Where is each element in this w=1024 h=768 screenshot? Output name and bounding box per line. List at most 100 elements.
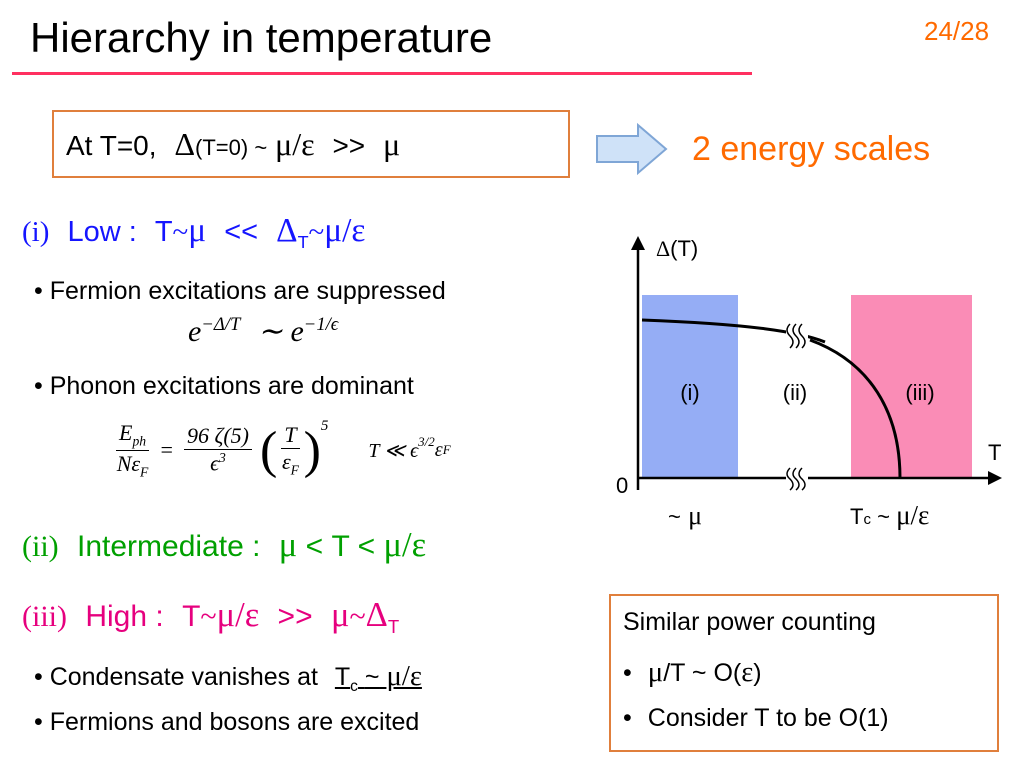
text: < <box>305 530 324 563</box>
text: ~ <box>349 600 366 633</box>
break-mark <box>786 323 806 349</box>
text: ~ <box>200 600 217 633</box>
text: μ <box>188 212 207 249</box>
text: ) <box>753 659 762 687</box>
diagram: Δ(T) T 0 (i) (ii) (iii) ~ μ Tc ~ μ/ε <box>616 236 1002 530</box>
text: Intermediate : <box>77 530 261 563</box>
arrow-shape <box>596 122 668 176</box>
text: ) <box>303 421 321 479</box>
text: ∼ <box>257 315 283 348</box>
text: μ/ε <box>216 596 260 634</box>
text: Δ <box>365 596 388 634</box>
text: F <box>290 462 299 478</box>
text: μ <box>382 126 401 162</box>
text: ph <box>132 433 147 449</box>
text: (iii) <box>22 600 67 633</box>
title-underline <box>12 72 752 75</box>
text: T <box>297 231 309 252</box>
text: < <box>357 530 376 563</box>
text: T <box>387 616 400 637</box>
text: μ <box>688 501 702 530</box>
break-mark <box>786 467 806 491</box>
gap-curve <box>641 318 826 344</box>
text: Nε <box>116 450 141 476</box>
low-line: (i) Low : T~μ << ΔT~μ/ε <box>22 212 365 253</box>
gap-curve <box>809 338 902 479</box>
text: • <box>623 659 632 687</box>
text: μ <box>330 596 350 634</box>
text: ~ <box>877 504 890 529</box>
bullet: • Fermions and bosons are excited <box>34 708 420 736</box>
bullet: • Fermion excitations are suppressed <box>34 277 446 305</box>
text: E <box>119 420 133 446</box>
text: T <box>182 600 201 633</box>
text: e <box>290 315 304 348</box>
y-label: Δ(T) <box>656 236 698 261</box>
note-title: Similar power counting <box>623 608 876 636</box>
text: c <box>863 511 871 528</box>
text: ~ <box>364 663 380 691</box>
region-label: (iii) <box>905 380 934 405</box>
text: F <box>442 442 451 457</box>
text: /T ~ O( <box>663 659 742 687</box>
x-label: T <box>988 440 1001 465</box>
text: T <box>281 422 300 449</box>
text: ( <box>260 421 278 479</box>
text: (T=0) ~ <box>195 135 268 160</box>
text: μ <box>278 526 298 564</box>
text: T <box>850 504 863 529</box>
text: μ/ε <box>386 660 422 692</box>
text: Low : <box>67 216 137 248</box>
box: At T=0, Δ(T=0) ~ μ/ε >> μ <box>52 110 570 178</box>
x-arrow <box>988 471 1002 485</box>
text: (ii) <box>22 530 59 563</box>
text: μ/ε <box>383 526 427 564</box>
text: ~ <box>172 216 189 248</box>
region-label: (ii) <box>783 380 807 405</box>
text: T <box>154 216 173 248</box>
text: F <box>140 463 149 479</box>
high-line: (iii) High : T~μ/ε >> μ~ΔT <box>22 596 399 638</box>
text: 5 <box>320 418 329 434</box>
text: Δ <box>656 236 670 261</box>
region-high <box>851 295 972 478</box>
text: • Condensate vanishes at <box>34 663 318 691</box>
page-number: 24/28 <box>924 16 990 46</box>
text: c <box>350 678 358 695</box>
text: T ≪ ϵ <box>368 439 419 462</box>
text: ~ <box>308 216 325 248</box>
origin-label: 0 <box>616 473 628 498</box>
tc-underlined: Tc ~ μ/ε <box>334 660 422 695</box>
arrow-label: 2 energy scales <box>692 130 931 168</box>
mid-line: (ii) Intermediate : μ < T < μ/ε <box>22 526 426 565</box>
mu-label: ~ μ <box>668 500 702 530</box>
text: T <box>334 663 351 691</box>
text: μ/ε <box>324 212 366 249</box>
formula: e−Δ/T ∼ e−1/ϵ <box>188 314 338 349</box>
bullet: • Condensate vanishes at Tc ~ μ/ε <box>34 660 422 696</box>
text: >> <box>277 600 313 633</box>
text: ε <box>741 656 754 688</box>
text: ~ <box>668 504 681 529</box>
note-item: • Consider T to be O(1) <box>623 704 889 733</box>
text: ϵ <box>210 450 219 476</box>
text: −Δ/T <box>201 314 241 335</box>
text: = <box>159 437 174 462</box>
text: 96 ζ(5) <box>183 423 252 451</box>
note-box: Similar power counting • μ/T ~ O(ε) • Cons… <box>609 594 999 752</box>
title: Hierarchy in temperature <box>30 14 493 61</box>
text: Δ <box>276 212 298 249</box>
text: 3/2 <box>418 434 435 449</box>
text: ε <box>434 438 443 461</box>
text: ε <box>281 448 291 474</box>
text: (T) <box>670 236 698 261</box>
tc-label: Tc ~ μ/ε <box>850 500 929 530</box>
text: e <box>188 315 202 348</box>
text: At T=0, <box>66 130 157 161</box>
region-label: (i) <box>680 380 700 405</box>
text: μ/ε <box>274 126 315 162</box>
text: μ <box>647 656 664 688</box>
bullet: • Phonon excitations are dominant <box>34 372 414 400</box>
